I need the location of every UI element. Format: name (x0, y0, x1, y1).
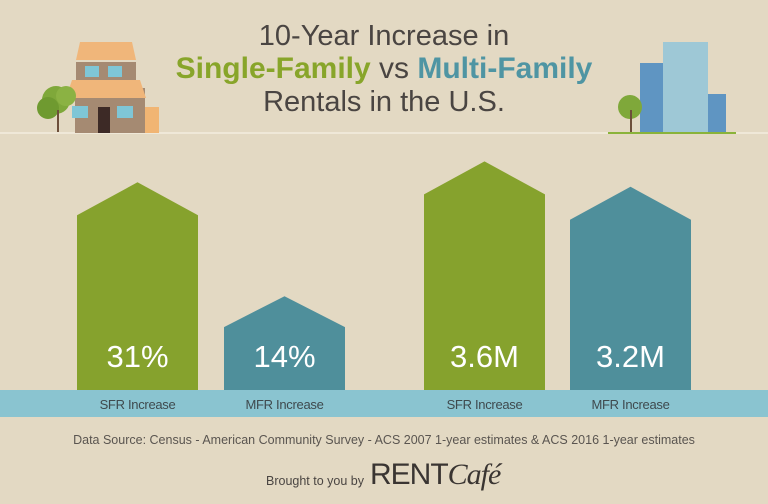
category-label-0-0: SFR Increase (99, 397, 176, 412)
title-line-1: 10-Year Increase in (258, 20, 510, 52)
tree-icon (37, 86, 76, 132)
bar-value-label-1-1: 3.2M (596, 339, 665, 374)
bar-0-0 (77, 182, 198, 390)
bar-1-0 (424, 161, 545, 390)
data-source: Data Source: Census - American Community… (73, 433, 695, 447)
category-label-0-1: MFR Increase (245, 397, 324, 412)
ground-line (0, 132, 768, 134)
bar-1-1 (570, 186, 691, 390)
brought-to-you-by: Brought to you by (266, 474, 364, 488)
title-mfr: Multi-Family (417, 52, 593, 85)
house-icon (66, 42, 159, 133)
illustrations (37, 42, 736, 134)
category-label-1-0: SFR Increase (446, 397, 523, 412)
logo-main: RENT (370, 458, 449, 491)
bar-value-label-1-0: 3.6M (450, 339, 519, 374)
category-strip (0, 390, 768, 417)
title-sfr: Single-Family (175, 52, 371, 85)
rentcafe-logo: RENTCafé (370, 458, 502, 492)
bar-chart: 31% 14% 3.6M 3.2M (77, 161, 691, 390)
title-line-3: Rentals in the U.S. (263, 86, 505, 118)
bar-0-1 (224, 296, 345, 390)
logo-script: Café (447, 458, 502, 491)
bar-value-label-0-1: 14% (253, 339, 315, 374)
buildings-icon (608, 42, 736, 134)
title-line-2: Single-Family vs Multi-Family (0, 52, 768, 86)
bar-value-label-0-0: 31% (106, 339, 168, 374)
title-vs: vs (379, 52, 410, 85)
category-label-1-1: MFR Increase (591, 397, 670, 412)
